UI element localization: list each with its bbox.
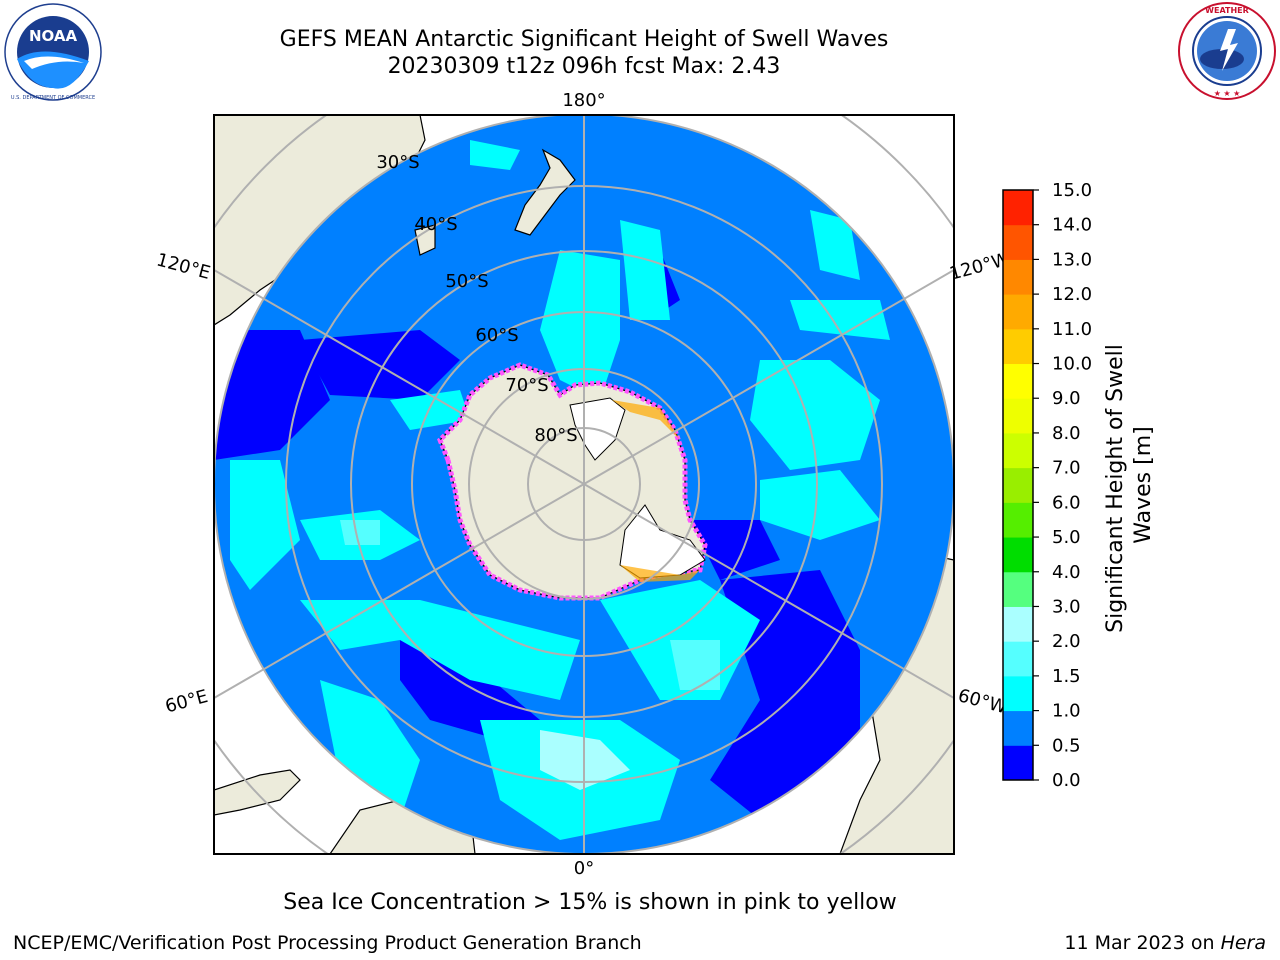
colorbar-bin <box>1003 328 1033 365</box>
colorbar-bin <box>1003 710 1033 746</box>
colorbar-bin <box>1003 606 1033 642</box>
colorbar-bin <box>1003 294 1033 330</box>
colorbar-tick-label: 13.0 <box>1052 249 1092 270</box>
colorbar-tick-label: 15.0 <box>1052 180 1092 201</box>
colorbar-tick-label: 1.0 <box>1052 701 1081 722</box>
lat-label-60s: 60°S <box>475 325 518 346</box>
lat-label-40s: 40°S <box>414 214 457 235</box>
lat-label-70s: 70°S <box>505 375 548 396</box>
chart-title: GEFS MEAN Antarctic Significant Height o… <box>279 27 889 52</box>
colorbar-bin <box>1003 467 1033 503</box>
lon-label-60w: 60°W <box>956 685 1010 718</box>
lat-label-80s: 80°S <box>534 425 577 446</box>
footer-date: 11 Mar 2023 on Hera <box>1064 932 1266 954</box>
footer-credit: NCEP/EMC/Verification Post Processing Pr… <box>13 932 642 954</box>
map-frame <box>213 114 955 855</box>
colorbar-tick-label: 7.0 <box>1052 458 1081 479</box>
colorbar-tick-label: 6.0 <box>1052 492 1081 513</box>
colorbar-tick-label: 2.0 <box>1052 631 1081 652</box>
lon-label-0: 0° <box>574 858 594 879</box>
colorbar-tick-label: 4.0 <box>1052 562 1081 583</box>
colorbar-tick-label: 10.0 <box>1052 354 1092 375</box>
colorbar-tick-label: 9.0 <box>1052 388 1081 409</box>
colorbar-bin <box>1003 259 1033 295</box>
colorbar-bin <box>1003 432 1033 469</box>
nws-logo-icon: WEATHER ★ ★ ★ <box>1178 2 1276 100</box>
lat-label-30s: 30°S <box>376 152 419 173</box>
colorbar-bin <box>1003 363 1033 399</box>
colorbar-tick-label: 11.0 <box>1052 319 1092 340</box>
svg-text:U.S. DEPARTMENT OF COMMERCE: U.S. DEPARTMENT OF COMMERCE <box>11 95 95 101</box>
svg-text:NOAA: NOAA <box>29 27 78 45</box>
colorbar-bin <box>1003 224 1033 260</box>
colorbar-tick-label: 14.0 <box>1052 215 1092 236</box>
colorbar-tick-label: 5.0 <box>1052 527 1081 548</box>
lon-label-180: 180° <box>562 90 605 111</box>
noaa-logo-icon: NOAA U.S. DEPARTMENT OF COMMERCE <box>4 3 102 101</box>
footer-machine: Hera <box>1220 932 1266 954</box>
colorbar: 0.0 0.5 1.0 1.5 2.0 3.0 4.0 5.0 6.0 7.0 8.0 9.0 10.0… <box>1002 180 1092 791</box>
colorbar-bin <box>1003 675 1033 712</box>
sea-ice-edge <box>437 362 708 601</box>
colorbar-tick-label: 3.0 <box>1052 596 1081 617</box>
svg-text:★ ★ ★: ★ ★ ★ <box>1214 89 1241 98</box>
colorbar-label: Significant Height of Swell Waves [m] <box>1103 337 1156 633</box>
lon-label-60e: 60°E <box>163 686 210 717</box>
colorbar-bin <box>1003 745 1033 781</box>
colorbar-bin <box>1003 502 1033 538</box>
land-new-zealand <box>514 148 576 236</box>
colorbar-frame <box>1002 189 1034 781</box>
colorbar-bin <box>1003 190 1033 226</box>
swell-low-region <box>214 330 330 460</box>
swell-mid-region <box>540 250 620 400</box>
colorbar-bin <box>1003 398 1033 434</box>
colorbar-tick-label: 0.0 <box>1052 770 1081 791</box>
graticule <box>214 115 954 854</box>
lat-label-50s: 50°S <box>445 271 488 292</box>
colorbar-bin <box>1003 537 1033 573</box>
sea-ice-note: Sea Ice Concentration > 15% is shown in … <box>283 890 897 915</box>
colorbar-tick-label: 12.0 <box>1052 284 1092 305</box>
colorbar-tick-label: 0.5 <box>1052 735 1081 756</box>
svg-text:WEATHER: WEATHER <box>1205 6 1249 15</box>
colorbar-tick-label: 8.0 <box>1052 423 1081 444</box>
colorbar-bin <box>1003 641 1033 677</box>
lon-label-120e: 120°E <box>154 249 212 283</box>
chart-subtitle: 20230309 t12z 096h fcst Max: 2.43 <box>387 54 781 79</box>
colorbar-bin <box>1003 571 1033 607</box>
colorbar-tick-label: 1.5 <box>1052 666 1081 687</box>
